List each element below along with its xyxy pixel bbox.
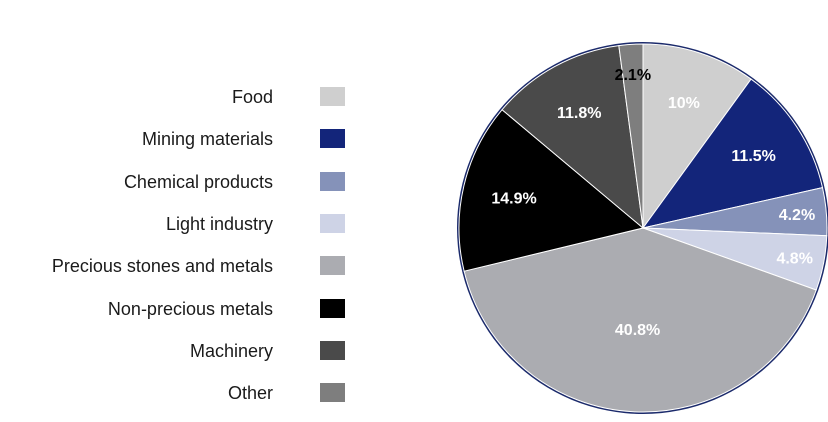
legend-label: Non-precious metals	[107, 298, 273, 319]
value-label-mining-materials: 11.5%	[731, 148, 775, 165]
value-label-food: 10%	[668, 95, 700, 112]
legend-label: Chemical products	[123, 171, 273, 192]
legend-label: Light industry	[165, 213, 273, 234]
legend-item-non-precious-metals: Non-precious metals	[0, 296, 345, 322]
value-label-machinery: 11.8%	[557, 105, 601, 122]
legend-item-machinery: Machinery	[0, 338, 345, 364]
legend-swatch	[320, 256, 345, 276]
legend-swatch	[320, 298, 345, 318]
value-label-precious-stones-and-metals: 40.8%	[615, 322, 660, 339]
pie-slice-other	[618, 43, 644, 229]
legend-label: Mining materials	[141, 129, 273, 150]
legend-item-mining-materials: Mining materials	[0, 126, 345, 152]
value-label-light-industry: 4.8%	[776, 251, 812, 268]
legend-swatch	[320, 87, 345, 106]
legend-item-light-industry: Light industry	[0, 211, 345, 237]
value-label-other: 2.1%	[615, 67, 651, 84]
pie-slice-precious-stones-and-metals	[463, 227, 817, 413]
legend-swatch	[320, 129, 345, 149]
pie-slice-mining-materials	[641, 78, 824, 229]
pie-slice-non-precious-metals	[458, 108, 645, 272]
legend-swatch	[320, 383, 345, 403]
legend-swatch	[320, 340, 345, 360]
value-label-non-precious-metals: 14.9%	[491, 191, 536, 208]
legend-swatch	[320, 213, 345, 233]
legend-item-food: Food	[0, 84, 345, 110]
legend-label: Other	[227, 383, 273, 404]
pie-slice-machinery	[501, 45, 644, 230]
value-label-chemical-products: 4.2%	[779, 207, 815, 224]
legend-label: Precious stones and metals	[51, 256, 273, 277]
pie-slice-food	[642, 43, 752, 230]
legend-label: Food	[231, 87, 273, 107]
legend-label: Machinery	[189, 340, 273, 361]
legend-item-other: Other	[0, 380, 345, 406]
legend-swatch	[320, 171, 345, 191]
legend-item-chemical-products: Chemical products	[0, 169, 345, 195]
legend-item-precious-stones-and-metals: Precious stones and metals	[0, 253, 345, 279]
chart-legend: Food Mining materials Chemical products Lig…	[0, 0, 360, 422]
